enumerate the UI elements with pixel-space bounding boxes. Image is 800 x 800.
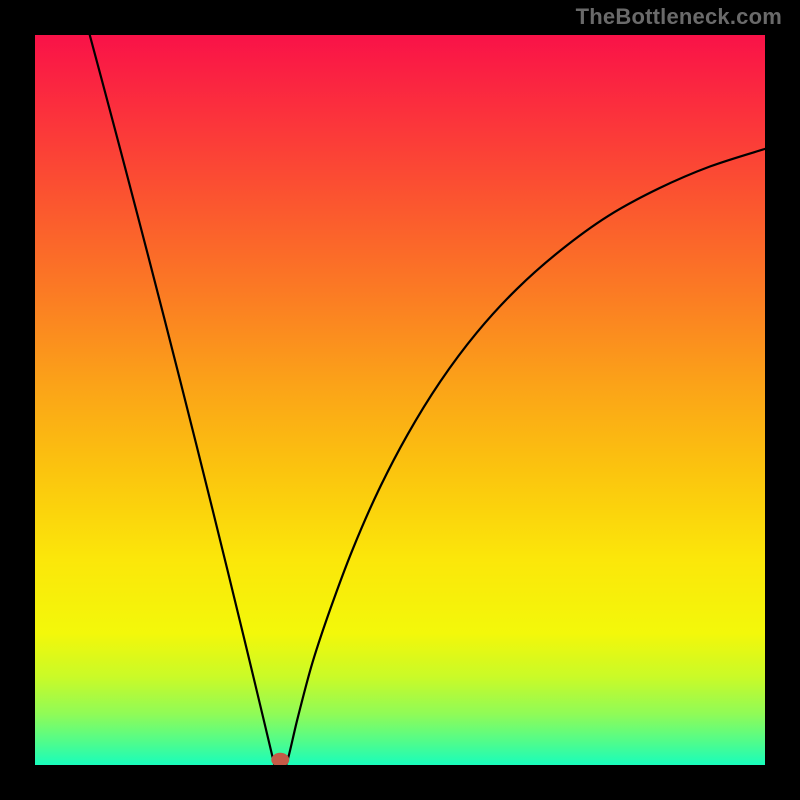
watermark-text: TheBottleneck.com: [576, 4, 782, 30]
chart-background: [35, 35, 765, 765]
bottleneck-chart: [35, 35, 765, 765]
chart-container: TheBottleneck.com: [0, 0, 800, 800]
